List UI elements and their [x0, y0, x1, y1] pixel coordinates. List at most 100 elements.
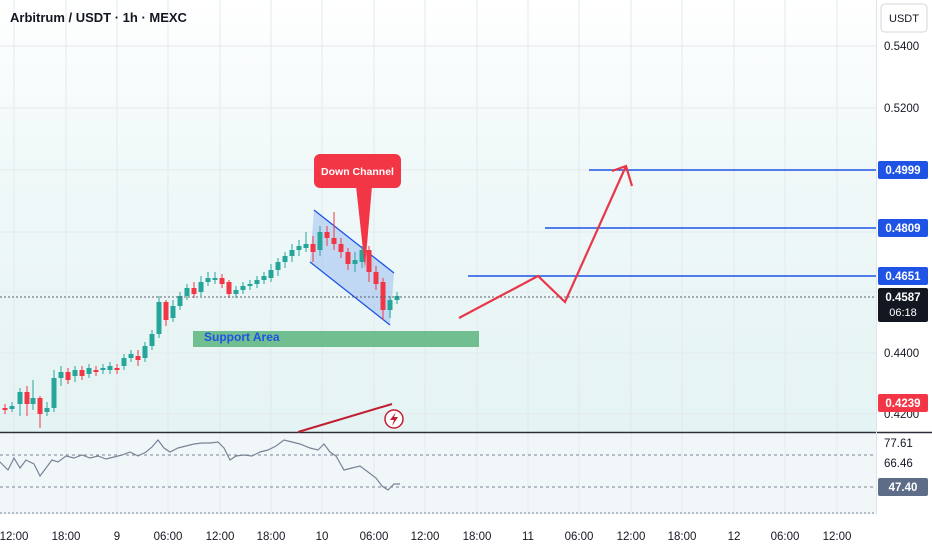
time-tick-10: 11 — [522, 531, 534, 543]
candle-body — [289, 250, 295, 256]
candle-body — [303, 244, 309, 248]
price-tick-2: 0.4400 — [884, 348, 919, 360]
candle-body — [268, 270, 274, 278]
target-badge-1-label: 0.4651 — [885, 271, 921, 283]
candle-body — [282, 256, 288, 262]
time-axis[interactable]: 12:00 18:00 9 06:00 12:00 18:00 10 06:00… — [0, 531, 851, 543]
support-area-label: Support Area — [204, 330, 280, 344]
candle-body — [128, 354, 134, 358]
target-badge-2-label: 0.4809 — [885, 223, 920, 235]
target-badge-3 — [878, 161, 928, 179]
time-tick-11: 06:00 — [565, 531, 594, 543]
down-channel-callout[interactable]: Down Channel — [314, 154, 401, 268]
time-tick-6: 10 — [316, 531, 329, 543]
candle-body — [233, 290, 239, 294]
candle-body — [51, 378, 57, 408]
candle-body — [30, 398, 36, 404]
time-tick-13: 18:00 — [668, 531, 697, 543]
candle-body — [9, 406, 15, 409]
candle-body — [240, 286, 246, 290]
candle-body — [24, 392, 30, 404]
candle-body — [212, 278, 218, 280]
candle-body — [205, 278, 211, 282]
candle-body — [254, 280, 260, 284]
candle-body — [163, 302, 169, 320]
candle-body — [352, 260, 358, 264]
currency-label: USDT — [889, 13, 919, 25]
candle-body — [310, 244, 316, 252]
candle-body — [135, 356, 141, 360]
price-scale[interactable]: USDT 0.5400 0.5200 0.4400 0.4200 0.4999 … — [878, 3, 928, 496]
time-tick-3: 06:00 — [154, 531, 183, 543]
time-tick-16: 12:00 — [823, 531, 852, 543]
projected-path[interactable] — [458, 165, 628, 319]
candle-body — [142, 346, 148, 358]
current-price-label: 0.4587 — [885, 292, 920, 304]
candle-body — [58, 372, 64, 378]
candle-body — [2, 408, 8, 410]
candle-body — [44, 408, 50, 412]
indicator-value-label: 47.40 — [889, 482, 918, 494]
time-tick-15: 06:00 — [771, 531, 800, 543]
candle-body — [65, 372, 71, 380]
stop-badge-label: 0.4239 — [885, 398, 920, 410]
candle-body — [373, 272, 379, 284]
candle-body — [394, 296, 400, 300]
target-badge-3-label: 0.4999 — [885, 165, 920, 177]
candle-body — [114, 368, 120, 370]
candle-body — [72, 370, 78, 376]
divergence-line[interactable] — [297, 403, 393, 433]
price-tick-0: 0.5400 — [884, 41, 919, 53]
time-tick-12: 12:00 — [617, 531, 646, 543]
chart-title[interactable]: Arbitrum / USDT · 1h · MEXC — [10, 10, 187, 25]
candle-body — [296, 246, 302, 250]
candle-body — [93, 370, 99, 372]
candle-body — [261, 276, 267, 280]
lightning-icon[interactable] — [384, 409, 404, 429]
candle-body — [170, 306, 176, 318]
countdown-label: 06:18 — [889, 307, 917, 319]
candle-body — [198, 282, 204, 292]
indicator-tick-0: 77.61 — [884, 438, 913, 450]
indicator-line[interactable] — [0, 439, 400, 491]
current-price-badge — [878, 288, 928, 322]
candle-body — [324, 232, 330, 238]
candle-body — [177, 296, 183, 306]
candle-body — [79, 370, 85, 376]
candle-body — [149, 334, 155, 346]
candles — [2, 212, 400, 428]
target-badge-1 — [878, 267, 928, 285]
time-tick-9: 18:00 — [463, 531, 492, 543]
candle-body — [380, 282, 386, 310]
candle-body — [275, 262, 281, 270]
down-channel-label: Down Channel — [321, 166, 394, 178]
time-tick-5: 18:00 — [257, 531, 286, 543]
time-tick-7: 06:00 — [360, 531, 389, 543]
candle-body — [86, 368, 92, 374]
support-area-box[interactable] — [193, 331, 479, 347]
currency-button[interactable] — [880, 3, 928, 33]
candle-body — [331, 238, 337, 244]
candle-body — [107, 366, 113, 370]
down-channel-upper[interactable] — [313, 209, 395, 274]
candle-body — [17, 392, 23, 404]
time-tick-4: 12:00 — [206, 531, 235, 543]
indicator-value-badge — [878, 478, 928, 496]
price-tick-1: 0.5200 — [884, 103, 919, 115]
down-channel-fill — [310, 210, 394, 325]
time-tick-14: 12 — [728, 531, 741, 543]
time-tick-1: 18:00 — [52, 531, 81, 543]
candle-body — [338, 244, 344, 252]
candle-body — [121, 358, 127, 366]
candle-body — [100, 368, 106, 370]
target-badge-2 — [878, 219, 928, 237]
candle-body — [191, 288, 197, 294]
candle-body — [226, 282, 232, 294]
candle-body — [366, 250, 372, 272]
time-tick-0: 12:00 — [0, 531, 28, 543]
stop-badge — [878, 394, 928, 412]
projected-path-arrowhead — [611, 164, 634, 187]
down-channel-lower[interactable] — [309, 261, 391, 326]
time-tick-8: 12:00 — [411, 531, 440, 543]
